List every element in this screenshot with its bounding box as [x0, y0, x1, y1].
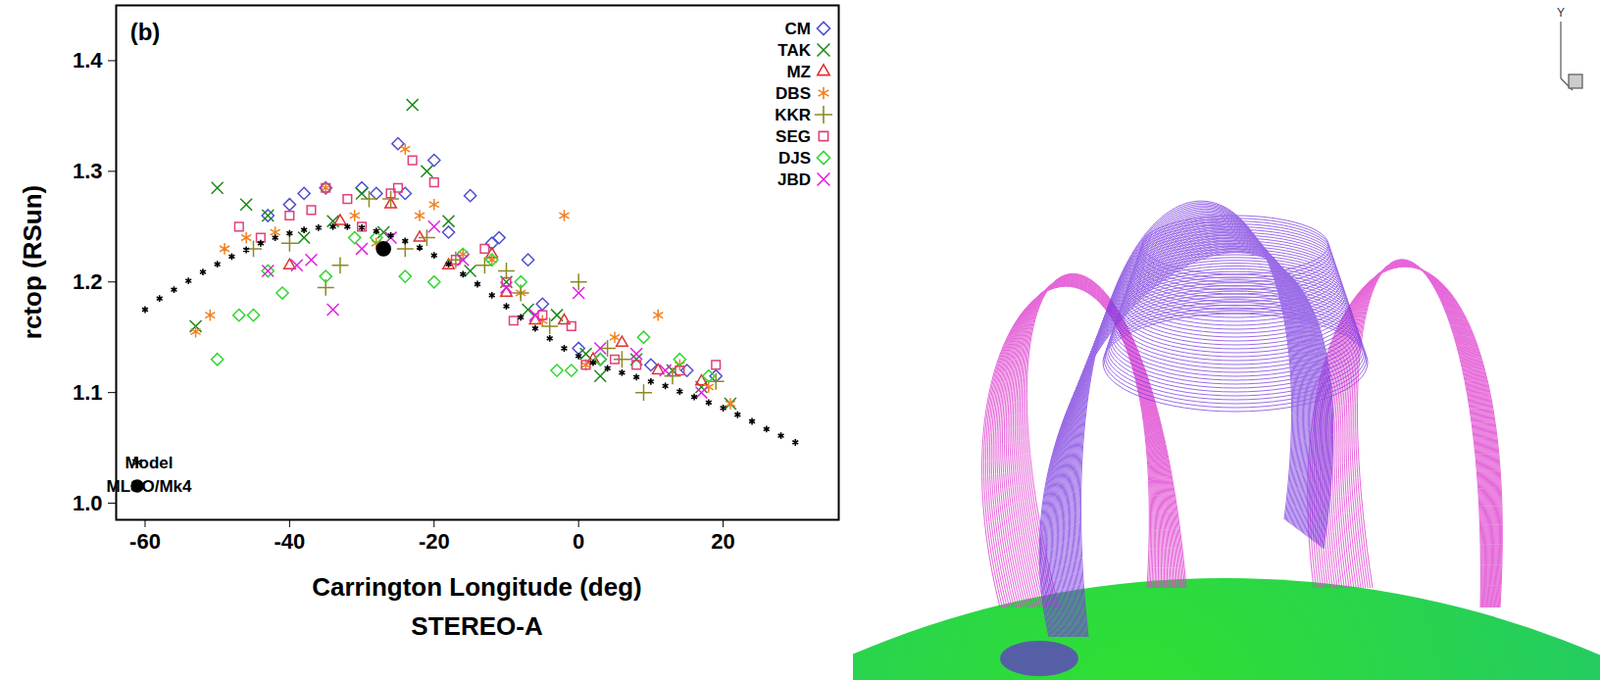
svg-text:CM: CM [785, 19, 811, 39]
svg-text:MLSO/Mk4: MLSO/Mk4 [106, 477, 193, 497]
svg-text:-20: -20 [418, 529, 450, 554]
svg-text:1.3: 1.3 [72, 158, 103, 184]
svg-text:JBD: JBD [777, 170, 811, 190]
svg-text:Y: Y [1556, 5, 1565, 20]
svg-text:1.4: 1.4 [72, 48, 103, 73]
svg-text:MZ: MZ [786, 62, 811, 82]
svg-text:SEG: SEG [775, 127, 811, 147]
svg-text:TAK: TAK [777, 41, 811, 60]
svg-text:Model: Model [124, 453, 173, 473]
svg-text:rctop (RSun): rctop (RSun) [17, 185, 48, 340]
svg-text:DBS: DBS [775, 84, 811, 103]
svg-text:DJS: DJS [778, 149, 811, 168]
svg-text:KKR: KKR [774, 105, 811, 125]
svg-text:0: 0 [572, 529, 585, 554]
svg-text:1.2: 1.2 [72, 269, 103, 295]
svg-text:(b): (b) [130, 18, 161, 46]
svg-text:1.1: 1.1 [72, 380, 103, 405]
svg-text:Carrington Longitude (deg): Carrington Longitude (deg) [311, 572, 643, 602]
svg-text:STEREO-A: STEREO-A [410, 611, 544, 642]
svg-text:1.0: 1.0 [72, 491, 103, 516]
svg-text:-60: -60 [129, 529, 161, 554]
svg-text:20: 20 [710, 529, 735, 554]
svg-text:-40: -40 [273, 529, 305, 554]
